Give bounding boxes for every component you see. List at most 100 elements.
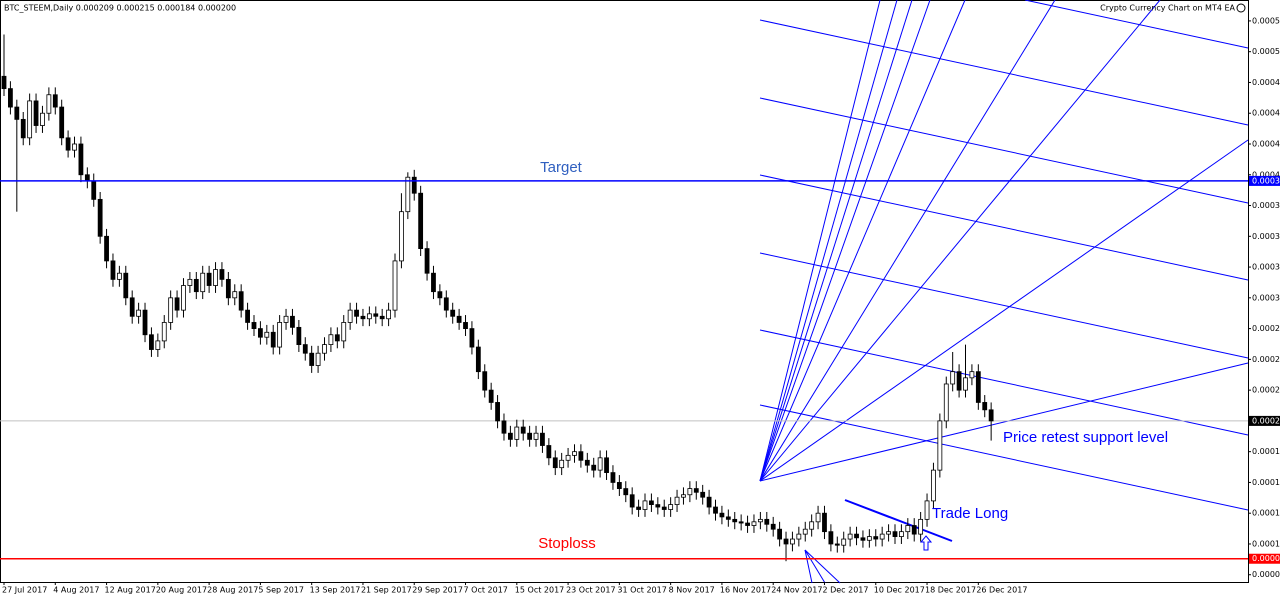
x-tick-label: 18 Dec 2017 bbox=[925, 586, 976, 595]
candle-body bbox=[181, 285, 186, 311]
candle-body bbox=[347, 309, 353, 323]
candle-body bbox=[943, 383, 949, 422]
candle-body bbox=[591, 464, 597, 471]
candle-body bbox=[386, 309, 392, 320]
candle-body bbox=[802, 528, 808, 535]
candle-body bbox=[905, 525, 911, 533]
candle-body bbox=[725, 516, 731, 520]
candle-body bbox=[866, 536, 872, 541]
candle-body bbox=[501, 420, 507, 434]
candle-body bbox=[616, 482, 622, 489]
candle-body bbox=[969, 371, 975, 379]
candle-body bbox=[78, 143, 84, 176]
x-tick-label: 7 Oct 2017 bbox=[464, 586, 508, 595]
candle-body bbox=[290, 315, 295, 328]
candle-body bbox=[514, 426, 520, 440]
candle-body bbox=[296, 326, 302, 345]
candle-body bbox=[507, 432, 513, 440]
candle-body bbox=[84, 174, 90, 182]
candle-body bbox=[238, 291, 244, 311]
candle-body bbox=[354, 309, 359, 317]
candle-body bbox=[661, 506, 667, 510]
x-tick-label: 4 Aug 2017 bbox=[53, 586, 99, 595]
x-tick-label: 12 Aug 2017 bbox=[105, 586, 156, 595]
candle-body bbox=[59, 106, 65, 139]
candle-body bbox=[713, 506, 718, 514]
buy-arrow bbox=[919, 535, 933, 551]
price-box-label: 0.00008 bbox=[1252, 554, 1280, 563]
y-tick-label: 0.00045 bbox=[1252, 109, 1280, 118]
price-box bbox=[1249, 175, 1280, 186]
candle-body bbox=[251, 322, 257, 329]
trend-line bbox=[844, 499, 953, 542]
candles bbox=[0, 34, 1248, 562]
candle-body bbox=[841, 538, 847, 546]
x-tick-label: 21 Sep 2017 bbox=[361, 586, 412, 595]
candle-body bbox=[257, 328, 263, 338]
candle-body bbox=[745, 522, 750, 526]
candle-body bbox=[187, 278, 193, 286]
candle-body bbox=[937, 420, 943, 471]
candle-body bbox=[437, 291, 443, 299]
candle-body bbox=[578, 451, 584, 461]
x-tick-label: 31 Oct 2017 bbox=[617, 586, 666, 595]
x-tick-label: 5 Sep 2017 bbox=[258, 586, 304, 595]
candle-body bbox=[975, 371, 981, 403]
y-tick-label: 0.00015 bbox=[1252, 478, 1280, 487]
candle-body bbox=[828, 531, 834, 545]
candle-body bbox=[604, 457, 609, 473]
candle-body bbox=[232, 291, 238, 299]
y-tick-label: 0.00047 bbox=[1252, 78, 1280, 87]
candle-body bbox=[879, 533, 885, 540]
candle-body bbox=[411, 176, 417, 194]
candle-body bbox=[572, 451, 577, 456]
candle-body bbox=[950, 371, 956, 385]
x-tick-label: 2 Dec 2017 bbox=[822, 586, 868, 595]
candle-body bbox=[687, 488, 693, 496]
y-tick-label: 0.00035 bbox=[1252, 232, 1280, 241]
x-tick-label: 23 Oct 2017 bbox=[566, 586, 615, 595]
candle-body bbox=[815, 512, 821, 523]
candle-body bbox=[475, 346, 481, 373]
candle-body bbox=[200, 272, 206, 293]
candle-body bbox=[129, 297, 135, 317]
y-tick-label: 0.00037 bbox=[1252, 201, 1280, 210]
candle-body bbox=[193, 278, 199, 293]
candle-body bbox=[847, 533, 853, 540]
candle-body bbox=[988, 409, 994, 422]
candle-body bbox=[777, 528, 783, 540]
candle-body bbox=[796, 533, 802, 540]
candle-body bbox=[552, 457, 558, 469]
candle-body bbox=[334, 334, 340, 342]
candle-body bbox=[450, 309, 456, 317]
y-tick-label: 0.00022 bbox=[1252, 386, 1280, 395]
candle-body bbox=[136, 309, 142, 317]
candle-body bbox=[379, 315, 385, 320]
candle-body bbox=[546, 445, 552, 459]
candle-body bbox=[732, 518, 738, 523]
level-name: Target bbox=[540, 159, 583, 176]
candle-body bbox=[91, 180, 97, 200]
close-icon[interactable] bbox=[1236, 3, 1246, 13]
candle-body bbox=[97, 198, 103, 237]
candle-body bbox=[693, 488, 699, 493]
candle-body bbox=[116, 272, 122, 280]
candle-body bbox=[142, 309, 148, 336]
candle-body bbox=[270, 331, 276, 348]
candle-body bbox=[963, 377, 968, 391]
candle-body bbox=[277, 322, 283, 348]
candle-body bbox=[899, 531, 904, 537]
y-tick-label: 0.00052 bbox=[1252, 16, 1280, 25]
candle-body bbox=[610, 472, 616, 483]
candle-body bbox=[623, 488, 629, 496]
candle-body bbox=[405, 176, 411, 213]
candle-body bbox=[540, 432, 545, 446]
candle-body bbox=[559, 459, 565, 469]
candle-body bbox=[719, 512, 725, 518]
annotation: Trade Long bbox=[932, 505, 1008, 522]
candle-body bbox=[822, 512, 827, 533]
candle-body bbox=[674, 496, 680, 505]
candle-body bbox=[110, 260, 116, 280]
